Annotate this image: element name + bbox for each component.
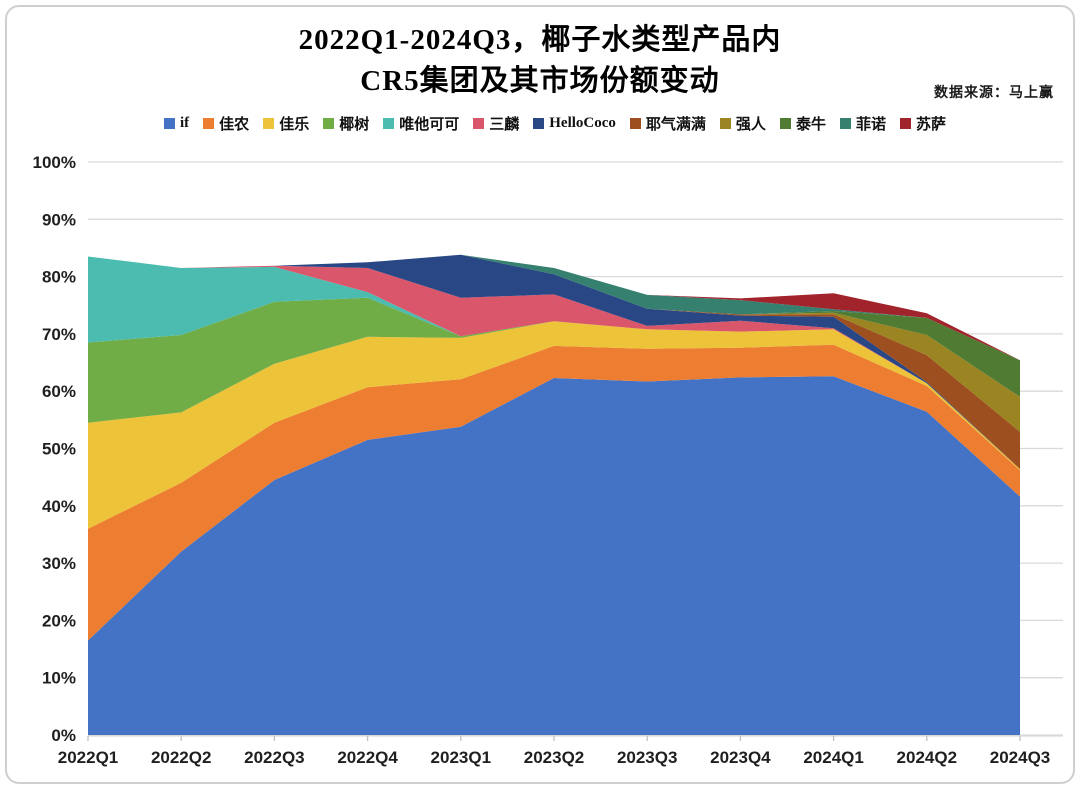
x-tick-label-2023Q3: 2023Q3 — [617, 748, 678, 767]
legend-item-耶气满满: 耶气满满 — [629, 113, 706, 134]
legend-swatch-icon — [263, 118, 275, 129]
legend-item-菲诺: 菲诺 — [839, 113, 886, 134]
y-tick-label-60%: 60% — [42, 382, 76, 401]
y-tick-label-70%: 70% — [42, 325, 76, 344]
legend-label: 强人 — [735, 117, 766, 133]
legend-swatch-icon — [533, 118, 545, 129]
legend-label: 佳乐 — [279, 117, 310, 133]
legend-label: 耶气满满 — [645, 117, 706, 133]
y-tick-label-100%: 100% — [33, 153, 76, 172]
legend-item-苏萨: 苏萨 — [899, 113, 946, 134]
y-tick-label-40%: 40% — [42, 497, 76, 516]
legend-swatch-icon — [719, 118, 731, 129]
legend-swatch-icon — [203, 118, 215, 129]
legend-swatch-icon — [839, 118, 851, 129]
y-tick-label-30%: 30% — [42, 554, 76, 573]
legend-label: 菲诺 — [855, 117, 886, 133]
y-tick-label-0%: 0% — [51, 726, 76, 745]
legend-label: 泰牛 — [795, 117, 826, 133]
legend-swatch-icon — [473, 118, 485, 129]
x-tick-label-2024Q1: 2024Q1 — [803, 748, 864, 767]
series-area-三麟 — [88, 256, 1020, 470]
x-tick-label-2022Q1: 2022Q1 — [58, 748, 119, 767]
series-area-苏萨 — [88, 254, 1020, 361]
chart-legend: if 佳农 佳乐 椰树 唯他可可 三麟 HelloCoco 耶气满满 强人 泰牛 菲诺 苏萨 — [50, 113, 1060, 134]
legend-label: if — [180, 115, 190, 131]
chart-title-line2: CR5集团及其市场份额变动 — [360, 65, 720, 98]
legend-item-if: if — [164, 115, 189, 132]
legend-item-三麟: 三麟 — [473, 113, 519, 134]
legend-item-唯他可可: 唯他可可 — [383, 113, 459, 134]
legend-label: 唯他可可 — [399, 117, 460, 133]
legend-label: 椰树 — [339, 117, 370, 133]
y-tick-label-10%: 10% — [42, 669, 76, 688]
legend-swatch-icon — [164, 118, 175, 129]
legend-swatch-icon — [779, 118, 791, 129]
legend-label: 佳农 — [219, 117, 250, 133]
y-tick-label-80%: 80% — [42, 268, 76, 287]
x-tick-label-2022Q4: 2022Q4 — [337, 748, 398, 767]
legend-swatch-icon — [629, 118, 641, 129]
series-area-佳农 — [88, 344, 1020, 641]
legend-swatch-icon — [323, 118, 335, 129]
legend-swatch-icon — [383, 118, 395, 129]
series-area-佳乐 — [88, 321, 1020, 529]
series-area-唯他可可 — [88, 256, 1020, 470]
data-source-note: 数据来源：马上赢 — [934, 86, 1054, 101]
x-tick-label-2024Q2: 2024Q2 — [897, 748, 958, 767]
legend-swatch-icon — [899, 118, 911, 129]
chart-title: 2022Q1-2024Q3，椰子水类型产品内 CR5集团及其市场份额变动 — [0, 20, 1080, 102]
series-area-椰树 — [88, 297, 1020, 470]
series-area-if — [88, 376, 1020, 735]
x-tick-label-2023Q1: 2023Q1 — [431, 748, 492, 767]
chart-title-line1: 2022Q1-2024Q3，椰子水类型产品内 — [298, 24, 782, 56]
legend-item-佳农: 佳农 — [203, 113, 249, 134]
x-tick-label-2022Q3: 2022Q3 — [244, 748, 305, 767]
legend-item-佳乐: 佳乐 — [263, 113, 309, 134]
legend-label: 苏萨 — [915, 117, 946, 133]
y-tick-label-90%: 90% — [42, 210, 76, 229]
legend-label: 三麟 — [489, 117, 520, 133]
legend-item-HelloCoco: HelloCoco — [533, 115, 616, 132]
legend-item-强人: 强人 — [719, 113, 766, 134]
y-tick-label-50%: 50% — [42, 440, 76, 459]
legend-label: HelloCoco — [549, 115, 616, 131]
x-tick-label-2024Q3: 2024Q3 — [990, 748, 1051, 767]
y-tick-label-20%: 20% — [42, 611, 76, 630]
x-tick-label-2023Q2: 2023Q2 — [524, 748, 585, 767]
legend-item-椰树: 椰树 — [323, 113, 369, 134]
legend-item-泰牛: 泰牛 — [779, 113, 826, 134]
x-tick-label-2023Q4: 2023Q4 — [710, 748, 771, 767]
x-tick-label-2022Q2: 2022Q2 — [151, 748, 212, 767]
